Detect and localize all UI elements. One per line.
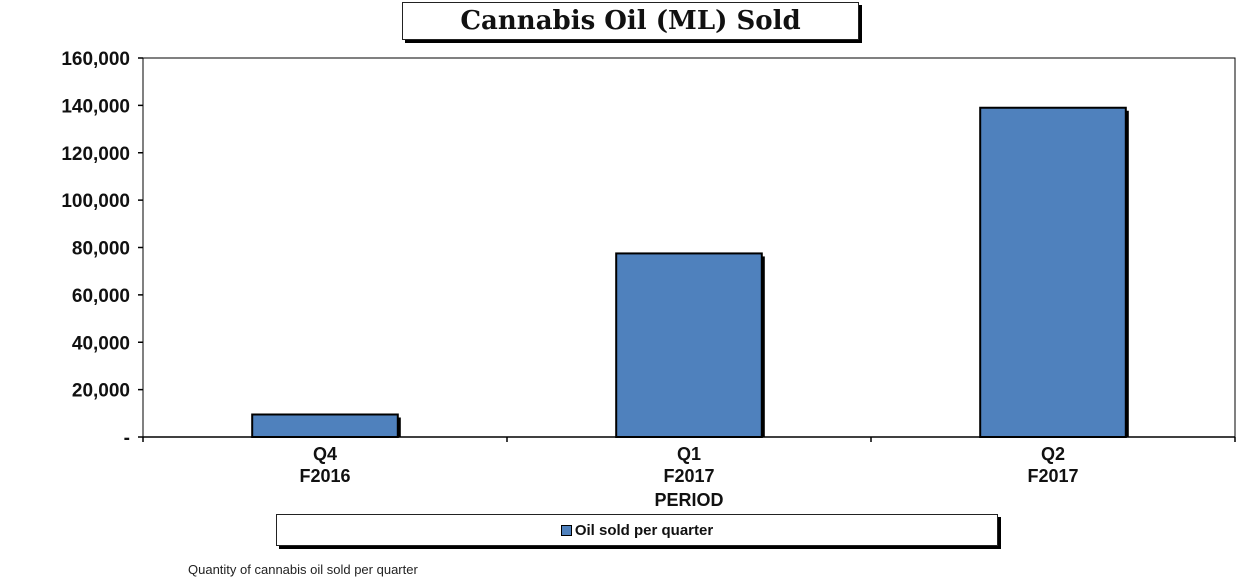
x-tick-label-line: Q4: [313, 444, 337, 464]
y-tick-label: -: [124, 428, 130, 449]
chart-caption: Quantity of cannabis oil sold per quarte…: [188, 562, 418, 577]
y-tick-label: 20,000: [72, 381, 130, 402]
bar-group: [251, 106, 1129, 439]
bar: [615, 252, 763, 438]
y-tick-label: 60,000: [72, 286, 130, 307]
chart-title: Cannabis Oil (ML) Sold: [402, 2, 859, 40]
bar: [251, 413, 399, 439]
y-tick-label: 140,000: [61, 96, 130, 117]
x-tick-label-line: F2017: [1027, 466, 1078, 486]
x-tick-label: Q2 F2017: [1027, 444, 1078, 486]
x-tick-label: Q4 F2016: [299, 444, 350, 486]
y-tick-label: 80,000: [72, 239, 130, 260]
y-tick-label: 120,000: [61, 144, 130, 165]
x-axis-label: PERIOD: [654, 490, 723, 510]
y-axis: - 20,000 40,000 60,000 80,000 100,000 120,000 1…: [61, 49, 143, 449]
legend-swatch: [560, 524, 572, 536]
legend-label: Oil sold per quarter: [574, 521, 714, 539]
y-tick-label: 160,000: [61, 49, 130, 70]
x-tick-label-line: Q2: [1041, 444, 1065, 464]
bar: [979, 106, 1127, 439]
x-tick-label-line: F2016: [299, 466, 350, 486]
y-tick-label: 100,000: [61, 191, 130, 212]
legend: Oil sold per quarter: [276, 514, 998, 546]
x-tick-label-line: F2017: [663, 466, 714, 486]
y-tick-label: 40,000: [72, 333, 130, 354]
x-tick-label: Q1 F2017: [663, 444, 714, 486]
x-tick-label-line: Q1: [677, 444, 701, 464]
